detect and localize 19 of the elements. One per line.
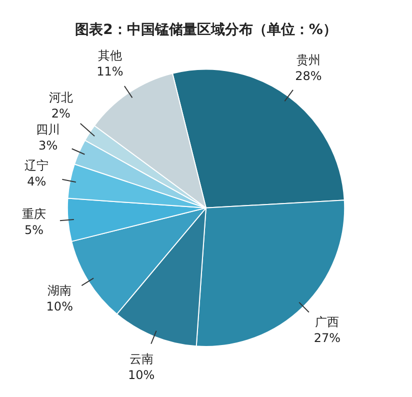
slice-label: 河北	[48, 90, 73, 104]
slice-label: 云南	[129, 352, 154, 366]
slice-label: 重庆	[22, 207, 46, 222]
slice-label: 四川	[36, 122, 60, 136]
data-label: 2%	[51, 106, 70, 120]
data-label: 10%	[46, 299, 73, 314]
slice-label: 其他	[98, 48, 122, 63]
data-label: 11%	[96, 64, 124, 79]
chart-title: 图表2：中国锰储量区域分布（单位：%）	[75, 22, 337, 38]
slice-label: 辽宁	[24, 158, 49, 172]
slice-label: 贵州	[296, 53, 320, 68]
data-label: 28%	[295, 69, 322, 84]
slice-label: 湖南	[48, 283, 72, 298]
data-label: 4%	[27, 174, 46, 188]
data-label: 5%	[24, 223, 44, 238]
data-label: 27%	[314, 330, 341, 345]
data-label: 10%	[128, 368, 155, 382]
data-label: 3%	[38, 138, 58, 152]
slice-label: 广西	[315, 314, 340, 329]
